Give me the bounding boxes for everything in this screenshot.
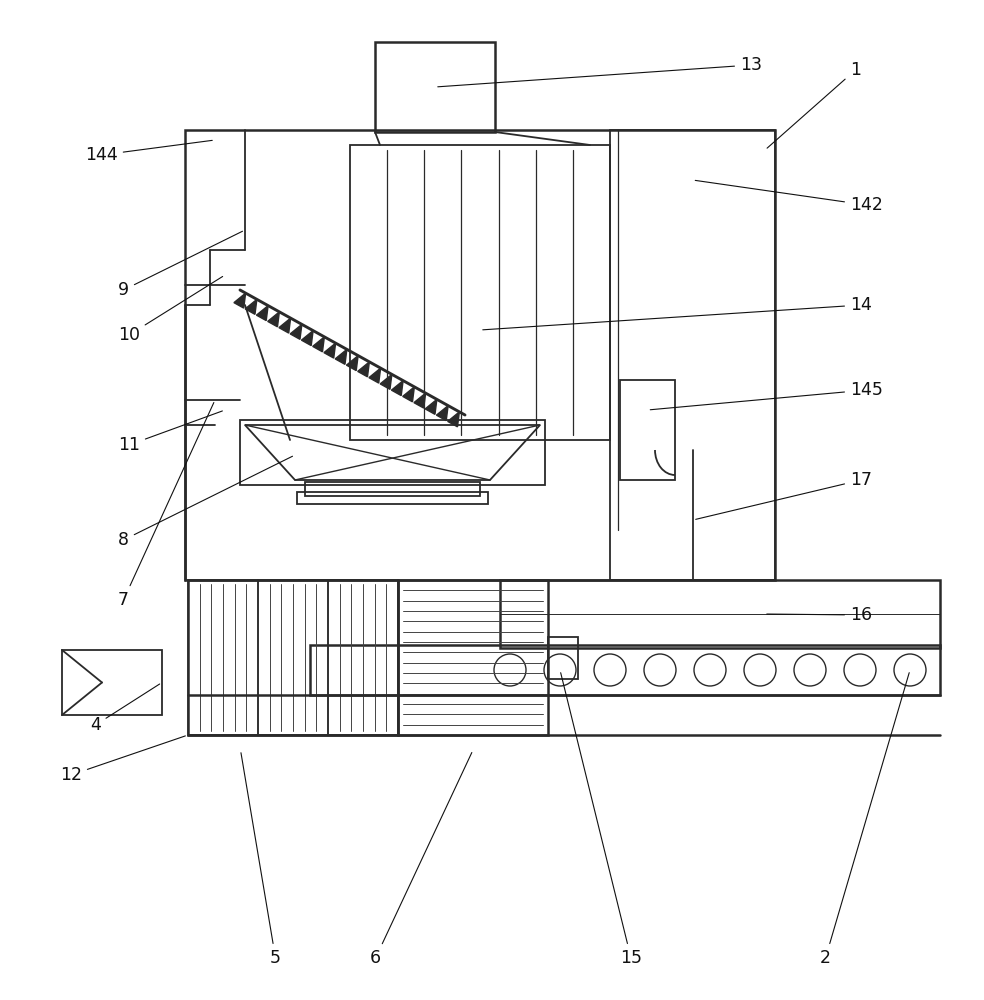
Text: 4: 4 <box>90 684 159 734</box>
Polygon shape <box>324 343 336 358</box>
Polygon shape <box>257 306 268 321</box>
Bar <box>62 650 162 715</box>
Bar <box>258 580 328 735</box>
Text: 144: 144 <box>85 140 213 164</box>
Text: 8: 8 <box>118 456 292 549</box>
Polygon shape <box>369 368 381 383</box>
Polygon shape <box>245 299 257 314</box>
Text: 142: 142 <box>696 180 883 214</box>
Bar <box>548 637 578 678</box>
Text: 7: 7 <box>118 403 214 609</box>
Polygon shape <box>392 381 403 396</box>
Bar <box>240 420 545 485</box>
Text: 5: 5 <box>241 753 281 967</box>
Polygon shape <box>336 349 347 364</box>
Polygon shape <box>402 387 414 402</box>
Bar <box>375 42 495 132</box>
Bar <box>310 645 940 695</box>
Bar <box>328 580 398 735</box>
Bar <box>297 492 488 504</box>
Polygon shape <box>268 312 279 327</box>
Polygon shape <box>380 374 392 389</box>
Bar <box>610 130 775 580</box>
Polygon shape <box>425 399 437 414</box>
Text: 6: 6 <box>370 753 471 967</box>
Text: 13: 13 <box>438 56 762 87</box>
Text: 17: 17 <box>696 471 872 519</box>
Polygon shape <box>313 337 325 352</box>
Text: 9: 9 <box>118 231 242 299</box>
Bar <box>185 130 775 580</box>
Text: 10: 10 <box>118 276 222 344</box>
Polygon shape <box>414 393 426 408</box>
Text: 12: 12 <box>60 736 185 784</box>
Bar <box>188 580 258 735</box>
Polygon shape <box>234 293 246 308</box>
Bar <box>620 380 675 480</box>
Bar <box>350 145 610 440</box>
Bar <box>188 580 398 735</box>
Polygon shape <box>301 331 313 346</box>
Polygon shape <box>278 318 290 333</box>
Text: 16: 16 <box>767 606 872 624</box>
Bar <box>305 482 480 496</box>
Bar <box>398 580 548 735</box>
Polygon shape <box>448 412 460 427</box>
Bar <box>500 580 940 648</box>
Text: 15: 15 <box>561 673 642 967</box>
Text: 145: 145 <box>650 381 883 410</box>
Polygon shape <box>357 362 369 377</box>
Polygon shape <box>290 324 302 339</box>
Text: 2: 2 <box>820 673 909 967</box>
Text: 1: 1 <box>768 61 861 148</box>
Text: 11: 11 <box>118 411 222 454</box>
Text: 14: 14 <box>483 296 872 330</box>
Polygon shape <box>437 406 448 421</box>
Polygon shape <box>346 356 358 371</box>
